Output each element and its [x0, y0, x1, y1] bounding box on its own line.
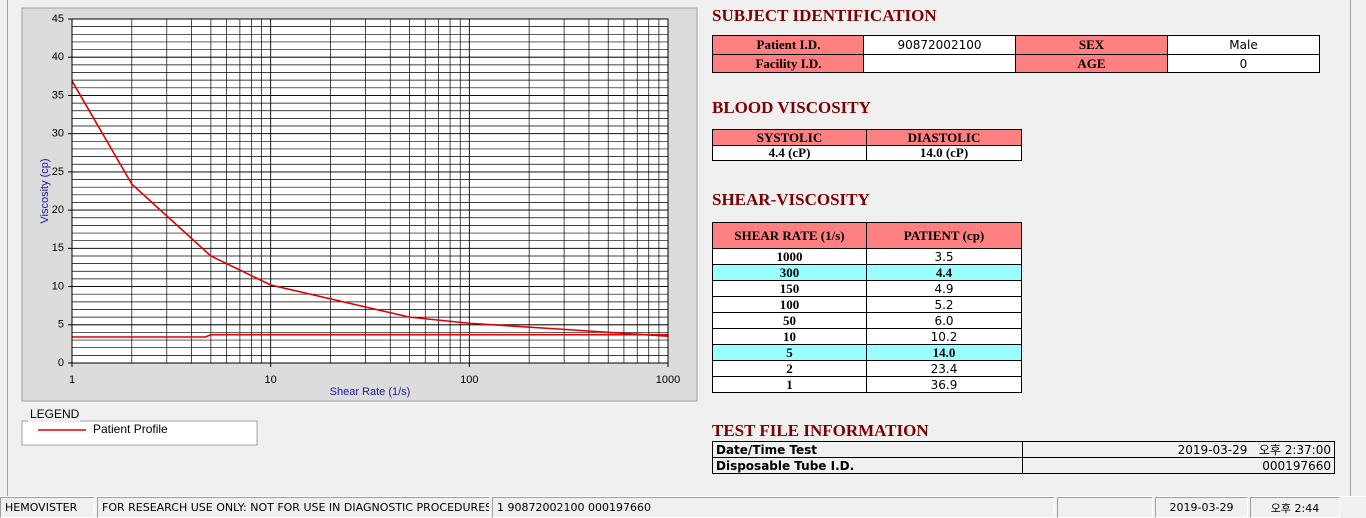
patient-id-value: 90872002100	[863, 35, 1016, 55]
blood-header: SYSTOLIC	[712, 129, 867, 146]
data-line	[71, 80, 669, 338]
shear-heading: SHEAR-VISCOSITY	[712, 190, 870, 209]
blood-heading: BLOOD VISCOSITY	[712, 98, 871, 117]
facility-id-value	[863, 54, 1016, 73]
test-file-value: 000197660	[1022, 457, 1335, 474]
test-file-value: 2019-03-29 오후 2:37:00	[1022, 441, 1335, 458]
shear-rate: 2	[712, 360, 867, 377]
blood-value: 4.4 (cP)	[712, 145, 867, 161]
shear-rate: 5	[712, 344, 867, 361]
age-label: AGE	[1015, 54, 1168, 73]
shear-value: 6.0	[866, 312, 1022, 329]
shear-value: 5.2	[866, 296, 1022, 313]
status-segment: HEMOVISTER	[0, 497, 95, 518]
test-file-label: Date/Time Test	[712, 441, 1023, 458]
shear-header: SHEAR RATE (1/s)	[712, 222, 867, 249]
test-file-label: Disposable Tube I.D.	[712, 457, 1023, 474]
y-tick-label: 10	[52, 280, 64, 292]
shear-value: 4.9	[866, 280, 1022, 297]
sex-value: Male	[1167, 35, 1320, 55]
y-tick-label: 0	[58, 357, 64, 369]
shear-rate: 1	[712, 376, 867, 393]
facility-id-label: Facility I.D.	[712, 54, 865, 73]
x-tick-label: 10	[265, 374, 277, 386]
shear-rate: 300	[712, 264, 867, 281]
y-tick-label: 35	[52, 89, 64, 101]
shear-rate: 50	[712, 312, 867, 329]
blood-header: DIASTOLIC	[866, 129, 1022, 146]
subject-heading: SUBJECT IDENTIFICATION	[712, 6, 937, 25]
blood-value: 14.0 (cP)	[866, 145, 1022, 161]
y-tick-label: 25	[52, 166, 64, 178]
legend-box	[21, 420, 258, 446]
status-segment	[1057, 497, 1153, 518]
shear-rate: 100	[712, 296, 867, 313]
shear-value: 36.9	[866, 376, 1022, 393]
x-axis-label: Shear Rate (1/s)	[330, 386, 411, 398]
y-tick-label: 45	[52, 13, 64, 25]
shear-value: 14.0	[866, 344, 1022, 361]
y-tick-label: 15	[52, 242, 64, 254]
y-axis-label: Viscosity (cp)	[39, 158, 51, 223]
shear-rate: 1000	[712, 248, 867, 265]
shear-rate: 10	[712, 328, 867, 345]
status-bar	[0, 496, 1366, 518]
patient-id-label: Patient I.D.	[712, 35, 865, 55]
shear-value: 3.5	[866, 248, 1022, 265]
legend-title: LEGEND	[30, 407, 80, 421]
shear-value: 23.4	[866, 360, 1022, 377]
shear-value: 10.2	[866, 328, 1022, 345]
x-tick-label: 1	[69, 374, 75, 386]
left-border	[0, 0, 8, 496]
status-segment: 오후 2:44	[1250, 497, 1340, 518]
shear-header: PATIENT (cp)	[866, 222, 1022, 249]
legend-title-bg	[28, 409, 80, 422]
chart: Shear Rate (1/s) Viscosity (cp) LEGEND 0…	[21, 7, 698, 446]
y-tick-label: 5	[58, 319, 64, 331]
shear-rate: 150	[712, 280, 867, 297]
status-segment: 2019-03-29	[1155, 497, 1248, 518]
data-line	[72, 333, 668, 338]
shear-value: 4.4	[866, 264, 1022, 281]
plot-area	[71, 18, 669, 364]
sex-label: SEX	[1015, 35, 1168, 55]
right-border	[1350, 0, 1351, 496]
x-tick-label: 1000	[656, 374, 680, 386]
x-tick-label: 100	[460, 374, 478, 386]
status-segment: FOR RESEARCH USE ONLY: NOT FOR USE IN DI…	[97, 497, 490, 518]
test-file-heading: TEST FILE INFORMATION	[712, 421, 929, 440]
y-tick-label: 40	[52, 51, 64, 63]
y-tick-label: 20	[52, 204, 64, 216]
plot-frame	[71, 18, 669, 364]
age-value: 0	[1167, 54, 1320, 73]
legend-label: Patient Profile	[93, 422, 168, 436]
status-segment: 1 90872002100 000197660	[492, 497, 1055, 518]
y-tick-label: 30	[52, 128, 64, 140]
